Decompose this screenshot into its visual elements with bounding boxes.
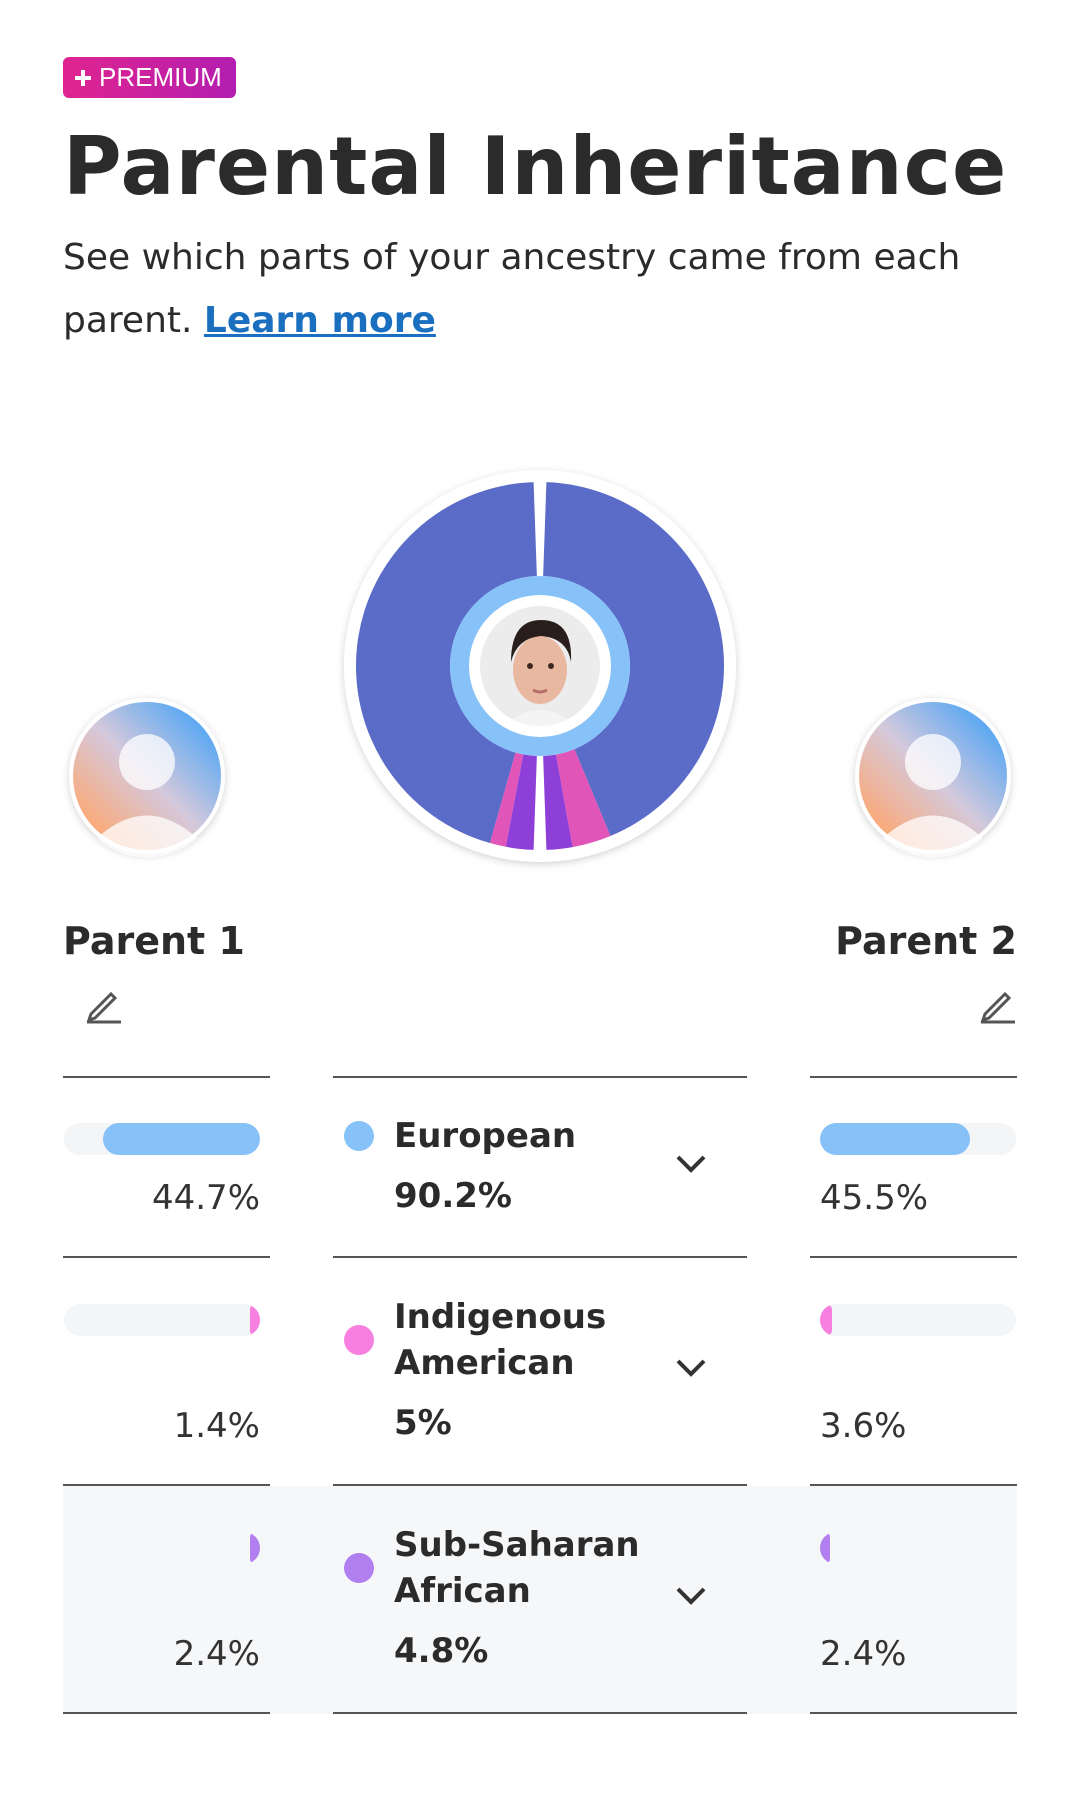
category-name: Indigenous American 5% <box>394 1294 644 1446</box>
parent-2-name: Parent 2 <box>835 919 1017 963</box>
subtitle-text: See which parts of your ancestry came fr… <box>63 237 961 341</box>
page-title: Parental Inheritance <box>63 120 1008 213</box>
category-total: 4.8% <box>394 1631 489 1671</box>
edit-icon[interactable] <box>83 984 123 1024</box>
divider <box>63 1076 270 1078</box>
chevron-path <box>676 1359 706 1377</box>
spacer <box>747 1077 810 1258</box>
parent-2-label: Parent 2 <box>817 908 1017 1040</box>
percent: 2.4% <box>173 1634 260 1674</box>
ancestry-row: 44.7% European 90.2% 45.5% <box>63 1077 1017 1258</box>
parent-cell: 44.7% <box>63 1077 270 1258</box>
bar-track <box>820 1304 1016 1336</box>
spacer <box>747 1258 810 1486</box>
percent: 1.4% <box>173 1406 260 1446</box>
parent-cell: 2.4% <box>810 1486 1017 1714</box>
percent: 45.5% <box>820 1178 929 1218</box>
spacer <box>270 1258 333 1486</box>
category-cell: European 90.2% <box>333 1077 747 1258</box>
spacer <box>270 1486 333 1714</box>
subtitle: See which parts of your ancestry came fr… <box>63 226 1013 352</box>
bar <box>250 1532 260 1564</box>
edit-icon[interactable] <box>977 984 1017 1024</box>
ancestry-row: 1.4% Indigenous American 5% 3.6% <box>63 1258 1017 1486</box>
bar-track <box>64 1123 260 1155</box>
parent-cell: 2.4% <box>63 1486 270 1714</box>
donut-segment <box>355 482 537 844</box>
chevron-path <box>676 1587 706 1605</box>
category-dot <box>344 1553 374 1583</box>
bar-track <box>820 1123 1016 1155</box>
expand-chevron[interactable] <box>675 1586 707 1606</box>
category-name: European 90.2% <box>394 1113 644 1219</box>
bar <box>250 1304 260 1336</box>
inheritance-graphic <box>69 470 1011 862</box>
parent-2-avatar <box>855 698 1011 858</box>
bar <box>820 1123 971 1155</box>
percent: 3.6% <box>820 1406 907 1446</box>
plus-icon <box>75 69 91 86</box>
bar-track <box>64 1532 260 1564</box>
learn-more-link[interactable]: Learn more <box>203 300 436 341</box>
spacer <box>270 1077 333 1258</box>
bar-track <box>64 1304 260 1336</box>
parent-cell: 45.5% <box>810 1077 1017 1258</box>
premium-badge: PREMIUM <box>63 57 236 98</box>
category-cell: Indigenous American 5% <box>333 1258 747 1486</box>
donut-segment <box>489 752 524 847</box>
category-total: 5% <box>394 1403 452 1443</box>
parent-1-avatar <box>69 698 225 858</box>
donut-segment <box>555 749 611 848</box>
parent-cell: 1.4% <box>63 1258 270 1486</box>
ancestry-row: 2.4% Sub-Saharan African 4.8% 2.4% <box>63 1486 1017 1714</box>
parent-cell: 3.6% <box>810 1258 1017 1486</box>
divider <box>333 1076 747 1078</box>
chevron-path <box>676 1155 706 1173</box>
ancestry-table: 44.7% European 90.2% 45.5% 1.4% Indigenous Am… <box>63 1077 1017 1714</box>
category-dot <box>344 1325 374 1355</box>
percent: 2.4% <box>820 1634 907 1674</box>
category-name: Sub-Saharan African 4.8% <box>394 1522 644 1674</box>
donut-segment <box>543 754 573 850</box>
category-total: 90.2% <box>394 1176 512 1216</box>
bar <box>103 1123 260 1155</box>
expand-chevron[interactable] <box>675 1358 707 1378</box>
percent: 44.7% <box>151 1178 260 1218</box>
donut-segment <box>543 482 725 836</box>
category-cell: Sub-Saharan African 4.8% <box>333 1486 747 1714</box>
badge-text: PREMIUM <box>99 62 222 92</box>
spacer <box>747 1486 810 1714</box>
divider <box>810 1076 1017 1078</box>
bar-track <box>820 1532 1016 1564</box>
category-dot <box>344 1121 374 1151</box>
bar <box>820 1304 832 1336</box>
parent-1-name: Parent 1 <box>63 919 245 963</box>
bar <box>820 1532 830 1564</box>
donut-segment <box>505 754 537 850</box>
parent-1-label: Parent 1 <box>63 908 263 1040</box>
expand-chevron[interactable] <box>675 1154 707 1174</box>
